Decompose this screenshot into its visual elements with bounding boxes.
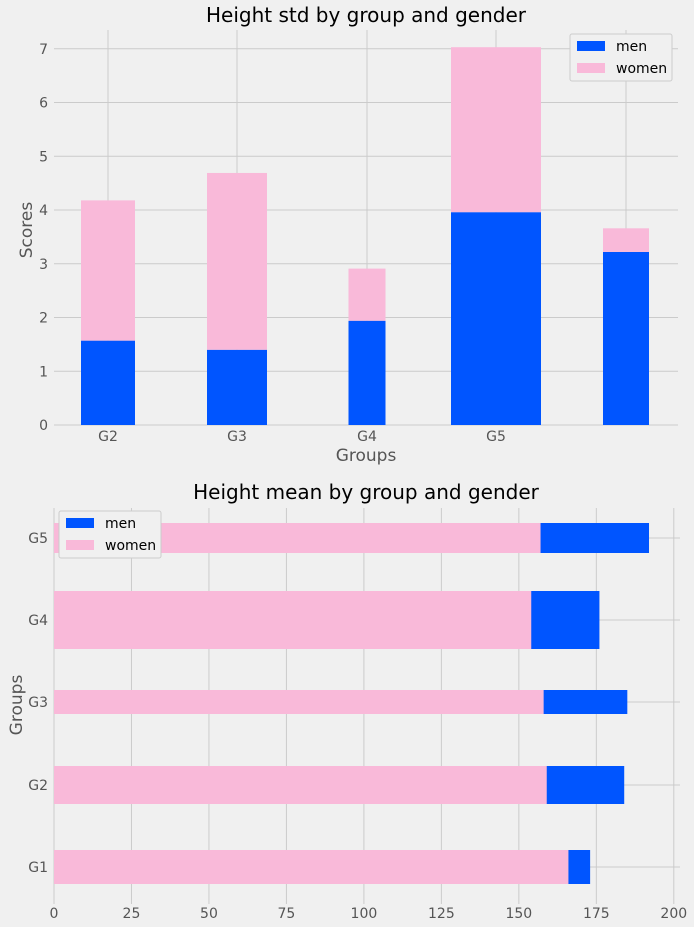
std-bar-women bbox=[451, 47, 541, 213]
mean-legend-label-women: women bbox=[105, 538, 156, 554]
mean-bar-women bbox=[54, 690, 544, 714]
std-chart-y-axis-label: Scores bbox=[17, 202, 37, 259]
std-chart-y-ticks: 0 1 2 3 4 5 6 7 bbox=[39, 42, 48, 434]
mean-x-tick-label: 125 bbox=[428, 906, 455, 922]
mean-x-tick-label: 100 bbox=[351, 906, 378, 922]
std-y-tick-label: 0 bbox=[39, 418, 48, 434]
mean-x-tick-label: 0 bbox=[50, 906, 59, 922]
std-legend-swatch-men bbox=[577, 41, 605, 51]
std-x-tick-label: G4 bbox=[357, 429, 377, 445]
mean-chart-x-ticks: 0 25 50 75 100 125 150 175 200 bbox=[50, 906, 688, 922]
std-bar-women bbox=[81, 200, 135, 341]
std-chart-legend: men women bbox=[569, 33, 673, 82]
mean-y-tick-label: G1 bbox=[28, 860, 48, 876]
std-chart-x-axis-label: Groups bbox=[336, 446, 397, 466]
mean-x-tick-label: 200 bbox=[660, 906, 687, 922]
std-legend-label-women: women bbox=[616, 61, 667, 77]
std-y-tick-label: 2 bbox=[39, 311, 48, 327]
mean-chart-title: Height mean by group and gender bbox=[193, 480, 540, 504]
mean-chart-legend: men women bbox=[58, 510, 162, 559]
std-legend-label-men: men bbox=[616, 39, 647, 55]
mean-x-tick-label: 175 bbox=[583, 906, 610, 922]
std-y-tick-label: 6 bbox=[39, 96, 48, 112]
std-y-tick-label: 3 bbox=[39, 257, 48, 273]
std-x-tick-label: G5 bbox=[486, 429, 506, 445]
std-y-tick-label: 1 bbox=[39, 364, 48, 380]
mean-bar-women bbox=[54, 850, 569, 884]
std-y-tick-label: 4 bbox=[39, 203, 48, 219]
mean-y-tick-label: G4 bbox=[28, 613, 48, 629]
std-bar-men bbox=[451, 212, 541, 425]
mean-chart: Height mean by group and gender G1 G2 G3 G4… bbox=[7, 480, 687, 922]
mean-x-tick-label: 75 bbox=[278, 906, 296, 922]
mean-chart-y-axis-label: Groups bbox=[7, 675, 27, 736]
std-chart-bars bbox=[81, 47, 649, 425]
mean-y-tick-label: G3 bbox=[28, 695, 48, 711]
std-bar-men bbox=[348, 320, 386, 425]
std-bar-women bbox=[207, 172, 267, 350]
std-bar-women bbox=[603, 228, 649, 252]
std-bar-men bbox=[81, 340, 135, 425]
mean-y-tick-label: G5 bbox=[28, 531, 48, 547]
std-chart-x-ticks: G2 G3 G4 G5 bbox=[98, 429, 506, 445]
mean-x-tick-label: 150 bbox=[505, 906, 532, 922]
std-chart: Height std by group and gender 01234567 … bbox=[17, 3, 678, 466]
mean-legend-swatch-men bbox=[66, 518, 94, 528]
mean-x-tick-label: 25 bbox=[123, 906, 141, 922]
std-bar-men bbox=[207, 349, 267, 425]
std-y-tick-label: 5 bbox=[39, 149, 48, 165]
std-x-tick-label: G3 bbox=[227, 429, 247, 445]
mean-chart-y-ticks: G1 G2 G3 G4 G5 bbox=[28, 531, 48, 876]
mean-bar-women bbox=[54, 766, 547, 804]
std-legend-swatch-women bbox=[577, 63, 605, 73]
std-bar-women bbox=[348, 268, 386, 321]
std-x-tick-label: G2 bbox=[98, 429, 118, 445]
std-chart-title: Height std by group and gender bbox=[206, 3, 527, 27]
mean-bar-women bbox=[54, 591, 532, 649]
mean-legend-swatch-women bbox=[66, 540, 94, 550]
std-bar-men bbox=[603, 251, 649, 425]
std-y-tick-label: 7 bbox=[39, 42, 48, 58]
mean-legend-label-men: men bbox=[105, 516, 136, 532]
mean-chart-bars bbox=[54, 523, 650, 884]
mean-x-tick-label: 50 bbox=[200, 906, 218, 922]
mean-y-tick-label: G2 bbox=[28, 778, 48, 794]
